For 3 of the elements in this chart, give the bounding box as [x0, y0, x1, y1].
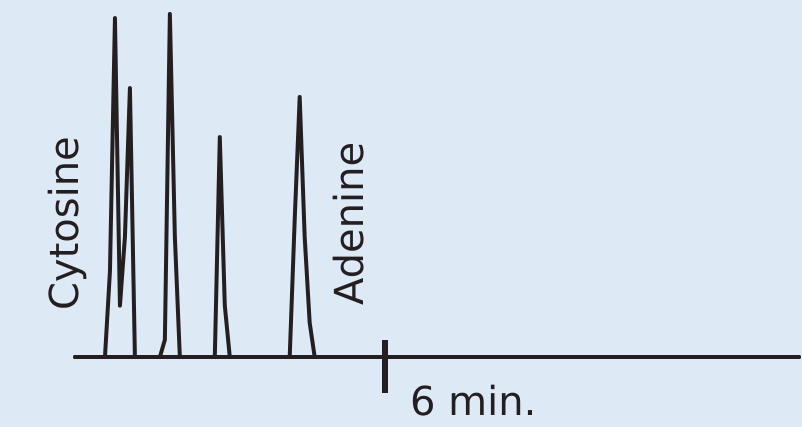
- annotation: Adenine: [327, 142, 373, 305]
- annotation: Cytosine: [42, 136, 88, 310]
- text: 6 min.: [410, 379, 536, 425]
